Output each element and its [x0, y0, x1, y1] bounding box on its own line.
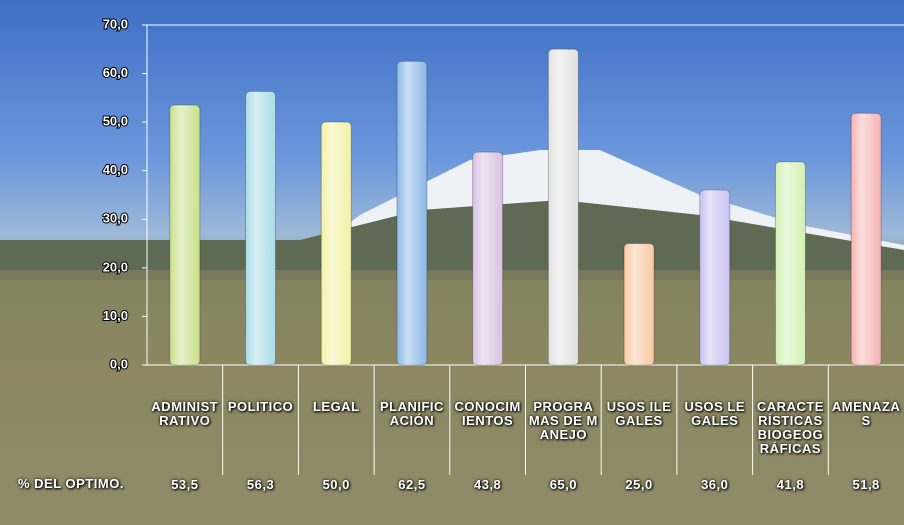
ground	[0, 270, 904, 525]
y-tick-label: 0,0	[110, 356, 128, 371]
y-tick-label: 60,0	[103, 65, 128, 80]
bar-shine	[472, 152, 503, 365]
bar-shine	[775, 161, 806, 365]
bar-shine	[321, 122, 352, 366]
value-label: 56,3	[246, 477, 275, 492]
bar-shine	[699, 190, 730, 365]
x-tick-label: CONOCIMIENTOS	[454, 399, 521, 428]
value-label: 41,8	[776, 477, 805, 492]
value-label: 43,8	[473, 477, 502, 492]
bar-shine	[169, 105, 200, 366]
bar-shine	[548, 49, 579, 366]
x-tick-label: POLITICO	[227, 399, 294, 414]
x-tick-label: USOS LEGALES	[684, 399, 746, 428]
bar-shine	[624, 243, 655, 365]
bar-shine	[245, 91, 276, 366]
x-tick-label: PLANIFICACIÓN	[379, 399, 444, 428]
x-tick-label: PROGRAMAS DE MANEJO	[528, 399, 598, 442]
x-tick-label: LEGAL	[312, 399, 360, 414]
y-tick-label: 70,0	[103, 16, 128, 31]
bar-shine	[851, 113, 882, 366]
value-label: 53,5	[171, 477, 199, 492]
y-tick-label: 20,0	[103, 259, 128, 274]
x-tick-label: USOS ILEGALES	[606, 399, 672, 428]
value-label: 65,0	[549, 477, 577, 492]
y-tick-label: 30,0	[103, 211, 128, 226]
x-tick-label: ADMINISTRATIVO	[151, 399, 219, 428]
y-tick-label: 50,0	[103, 114, 128, 129]
bar-shine	[396, 61, 427, 366]
value-label: 36,0	[701, 477, 729, 492]
value-label: 51,8	[852, 477, 880, 492]
series-name: % DEL OPTIMO.	[18, 476, 124, 491]
x-tick-label: AMENAZAS	[831, 399, 901, 428]
value-label: 62,5	[398, 477, 426, 492]
y-tick-label: 40,0	[103, 162, 128, 177]
value-label: 25,0	[625, 477, 653, 492]
value-label: 50,0	[322, 477, 350, 492]
x-tick-label: CARACTERÍSTICAS BIOGEOGRÁFICAS	[756, 399, 824, 456]
hills	[0, 200, 904, 280]
y-tick-label: 10,0	[103, 308, 128, 323]
